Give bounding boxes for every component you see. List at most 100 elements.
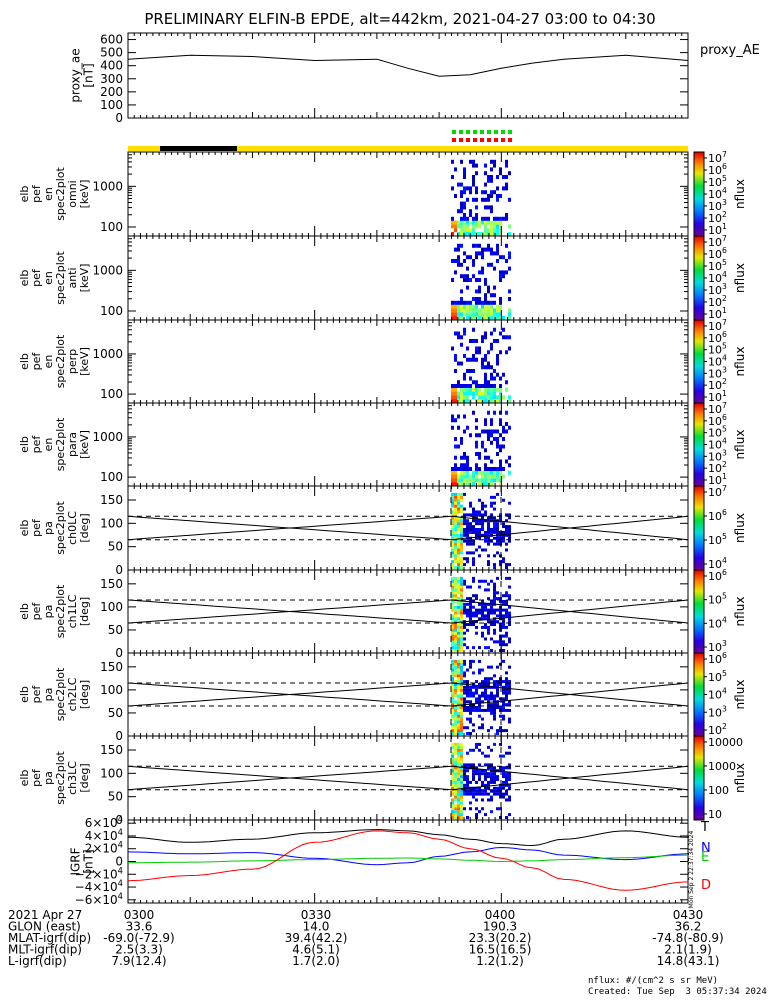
heatmap-cell (451, 513, 454, 517)
heatmap-cell (481, 251, 484, 256)
heatmap-cell (493, 674, 496, 678)
heatmap-cell (502, 697, 505, 701)
heatmap-cell (490, 304, 493, 309)
colorbar-segment (694, 268, 704, 270)
heatmap-cell (466, 726, 469, 730)
heatmap-cell (454, 703, 457, 707)
heatmap-cell (457, 760, 460, 764)
tick-label: 50 (108, 540, 123, 554)
colorbar-segment (694, 765, 704, 767)
heatmap-cell (454, 463, 457, 468)
heatmap-cell (472, 772, 475, 776)
heatmap-cell (487, 798, 490, 802)
heatmap-cell (460, 671, 463, 675)
heatmap-cell (451, 634, 454, 638)
heatmap-cell (478, 617, 481, 621)
heatmap-cell (484, 399, 487, 403)
colorbar-segment (694, 279, 704, 281)
colorbar-segment (694, 304, 704, 306)
colorbar-segment (694, 407, 704, 409)
heatmap-cell (484, 387, 487, 392)
heatmap-cell (460, 646, 463, 650)
colorbar-segment (694, 238, 704, 240)
heatmap-cell (496, 786, 499, 790)
heatmap-cell (472, 339, 475, 343)
heatmap-cell (496, 680, 499, 684)
heatmap-cell (505, 680, 508, 684)
heatmap-cell (466, 769, 469, 773)
colorbar-segment (694, 752, 704, 754)
heatmap-cell (481, 507, 484, 511)
heatmap-cell (475, 620, 478, 624)
colorbar-segment (694, 419, 704, 421)
tick-label: 600 (100, 33, 123, 47)
heatmap-cell (484, 513, 487, 517)
heatmap-cell (499, 387, 502, 392)
heatmap-cell (478, 395, 481, 400)
heatmap-cell (469, 339, 472, 343)
heatmap-cell (499, 220, 502, 225)
colorbar-segment (694, 358, 704, 360)
colorbar-frame (693, 735, 705, 821)
colorbar-segment (694, 570, 704, 572)
heatmap-cell (466, 216, 469, 221)
heatmap-cell (454, 763, 457, 767)
heatmap-cell (463, 680, 466, 684)
heatmap-cell (460, 634, 463, 638)
heatmap-cell (454, 631, 457, 635)
colorbar-segment (694, 401, 704, 403)
heatmap-cell (466, 778, 469, 781)
colorbar-segment (694, 195, 704, 197)
heatmap-cell (502, 525, 505, 529)
colorbar-segment (694, 688, 704, 690)
heatmap-cell (472, 175, 475, 179)
heatmap-cell (460, 714, 463, 718)
heatmap-cell (472, 232, 475, 236)
heatmap-cell (466, 717, 469, 721)
colorbar-segment (694, 552, 704, 554)
heatmap-cell (466, 300, 469, 305)
heatmap-cell (460, 640, 463, 644)
heatmap-cell (451, 220, 454, 225)
heatmap-cell (499, 706, 502, 710)
heatmap-cell (454, 680, 457, 684)
heatmap-cell (472, 312, 475, 317)
heatmap-cell (484, 623, 487, 627)
heatmap-cell (463, 659, 466, 663)
heatmap-cell (457, 801, 460, 805)
heatmap-cell (484, 380, 487, 385)
heatmap-cell (487, 300, 490, 305)
heatmap-cell (499, 467, 502, 471)
x-axis-row-label: 2021 Apr 27 (8, 908, 82, 922)
y-axis-label: spec2plot (54, 334, 67, 388)
colorbar-tick-label: 105 (708, 532, 727, 547)
colorbar-segment (694, 481, 704, 483)
heatmap-cell (463, 528, 466, 531)
heatmap-cell (508, 778, 511, 781)
heatmap-cell (490, 711, 493, 715)
colorbar-segment (694, 709, 704, 711)
colorbar-segment (694, 459, 704, 461)
heatmap-cell (460, 585, 463, 589)
heatmap-cell (457, 220, 460, 225)
heatmap-cell (490, 399, 493, 403)
colorbar-segment (694, 799, 704, 801)
heatmap-cell (475, 243, 478, 248)
colorbar-tick-label: 105 (708, 174, 727, 189)
x-axis-value: 33.6 (126, 920, 153, 934)
heatmap-cell (475, 513, 478, 517)
heatmap-cell (457, 525, 460, 529)
colorbar-tick-label: 104 (708, 687, 727, 702)
colorbar-segment (694, 292, 704, 294)
heatmap-cell (469, 792, 472, 796)
heatmap-cell (487, 384, 490, 388)
heatmap-cell (457, 516, 460, 520)
heatmap-cell (493, 266, 496, 271)
colorbar-segment (694, 571, 704, 573)
colorbar-segment (694, 784, 704, 786)
colorbar-segment (694, 390, 704, 392)
colorbar-segment (694, 421, 704, 423)
heatmap-cell (490, 418, 493, 423)
heatmap-cell (469, 478, 472, 483)
